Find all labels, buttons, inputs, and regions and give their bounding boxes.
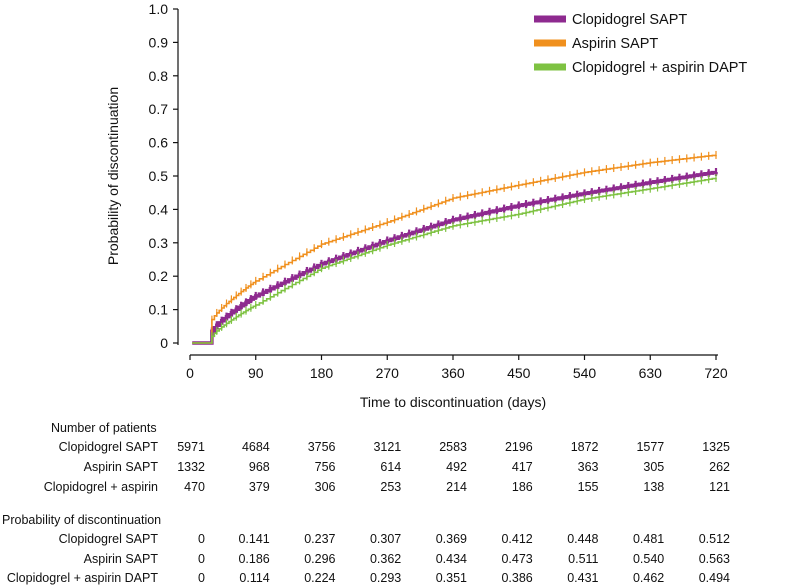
probability-cell: 0.448 <box>567 532 599 546</box>
patients-cell: 492 <box>446 460 467 474</box>
patients-cell: 306 <box>314 480 336 494</box>
y-tick-label: 0.5 <box>149 168 169 184</box>
patients-cell: 363 <box>577 460 599 474</box>
probability-cell: 0.386 <box>501 571 533 585</box>
probability-cell: 0.351 <box>435 571 467 585</box>
legend-label-3: Clopidogrel + aspirin DAPT <box>572 60 747 76</box>
x-tick-label: 0 <box>186 365 194 381</box>
patients-row-label: Aspirin SAPT <box>83 460 158 474</box>
x-tick-label: 360 <box>441 365 465 381</box>
patients-cell: 3121 <box>373 440 402 454</box>
y-tick-label: 0.7 <box>149 101 169 117</box>
patients-cell: 253 <box>380 480 402 494</box>
probability-cell: 0.540 <box>632 551 665 566</box>
patients-cell: 417 <box>511 460 533 474</box>
patients-cell: 305 <box>643 460 665 474</box>
patients-cell: 155 <box>577 480 599 494</box>
x-tick-label: 720 <box>704 365 728 381</box>
patients-cell: 968 <box>248 460 270 474</box>
probability-cell: 0.307 <box>369 532 402 546</box>
probability-cell: 0.369 <box>435 532 467 546</box>
probability-cell: 0.237 <box>304 532 336 546</box>
y-tick-label: 0.9 <box>149 34 169 50</box>
probability-cell: 0.512 <box>698 532 730 546</box>
probability-row-label: Clopidogrel SAPT <box>58 532 158 546</box>
x-tick-label: 270 <box>376 365 400 381</box>
probability-cell: 0.481 <box>632 532 665 546</box>
patients-cell: 214 <box>446 480 467 494</box>
patients-cell: 262 <box>709 460 730 474</box>
probability-cell: 0.462 <box>632 571 665 585</box>
x-tick-label: 540 <box>573 365 597 381</box>
censor-marks-1 <box>210 167 718 336</box>
probability-cell: 0.114 <box>239 571 270 585</box>
legend: Clopidogrel SAPT Aspirin SAPT Clopidogrel … <box>534 12 747 76</box>
x-tick-label: 90 <box>248 365 264 381</box>
patients-cell: 186 <box>511 480 533 494</box>
y-axis-label: Probability of discontinuation <box>105 87 121 265</box>
x-tick-label: 180 <box>310 365 334 381</box>
patients-cell: 5971 <box>177 440 205 454</box>
axes <box>177 9 718 356</box>
y-tick-label: 1.0 <box>149 1 169 17</box>
y-ticks: 0 0.1 0.2 0.3 0.4 0.5 0.6 0.7 0.8 0.9 1.0 <box>149 1 178 351</box>
y-tick-label: 0.1 <box>149 302 169 318</box>
patients-cell: 121 <box>709 480 730 494</box>
km-chart: 0 0.1 0.2 0.3 0.4 0.5 0.6 0.7 0.8 0.9 1.0 0 90 180 27… <box>105 1 747 410</box>
series-group <box>192 150 718 345</box>
patients-cell: 470 <box>184 480 205 494</box>
patients-cell: 3756 <box>307 440 336 454</box>
y-tick-label: 0.3 <box>149 235 169 251</box>
patients-cell: 2583 <box>439 440 467 454</box>
x-tick-label: 630 <box>639 365 663 381</box>
probability-cell: 0.293 <box>369 571 402 585</box>
probability-cell: 0.186 <box>238 551 270 566</box>
y-tick-label: 0.4 <box>149 201 169 217</box>
y-tick-label: 0.8 <box>149 68 169 84</box>
probability-cell: 0.473 <box>501 551 533 566</box>
patients-cell: 379 <box>248 480 270 494</box>
probability-cell: 0.431 <box>567 571 599 585</box>
probability-cell: 0.362 <box>369 551 402 566</box>
y-tick-label: 0.6 <box>149 135 169 151</box>
probability-row-label: Clopidogrel + aspirin DAPT <box>6 571 158 585</box>
patients-cell: 1577 <box>636 440 665 454</box>
legend-label-1: Clopidogrel SAPT <box>572 12 687 28</box>
x-axis-label: Time to discontinuation (days) <box>360 394 546 410</box>
probability-cell: 0 <box>198 551 205 566</box>
probability-row-label: Aspirin SAPT <box>83 551 158 566</box>
probability-cell: 0.141 <box>238 532 270 546</box>
patients-row-label: Clopidogrel + aspirin <box>43 480 158 494</box>
probability-cell: 0.494 <box>698 571 730 585</box>
probability-cell: 0.296 <box>304 551 336 566</box>
y-tick-label: 0 <box>160 335 168 351</box>
series-line-3 <box>192 177 717 344</box>
patients-cell: 614 <box>380 460 402 474</box>
legend-label-2: Aspirin SAPT <box>572 36 658 52</box>
patients-cell: 756 <box>314 460 336 474</box>
probability-cell: 0 <box>198 532 205 546</box>
probability-table-title: Probability of discontinuation <box>2 513 162 527</box>
patients-cell: 4684 <box>241 440 270 454</box>
patients-cell: 1325 <box>702 440 730 454</box>
censor-marks-3 <box>211 174 717 341</box>
patients-cell: 1332 <box>177 460 205 474</box>
probability-cell: 0.224 <box>304 571 336 585</box>
patients-cell: 138 <box>643 480 665 494</box>
probability-cell: 0.412 <box>501 532 533 546</box>
censor-marks-2 <box>211 150 717 324</box>
patients-cell: 2196 <box>504 440 533 454</box>
patients-table-title: Number of patients <box>51 421 157 435</box>
y-tick-label: 0.2 <box>149 268 169 284</box>
probability-cell: 0.511 <box>568 551 599 566</box>
x-tick-label: 450 <box>507 365 531 381</box>
probability-cell: 0.563 <box>698 551 730 566</box>
probability-cell: 0.434 <box>435 551 467 566</box>
probability-cell: 0 <box>198 571 205 585</box>
patients-cell: 1872 <box>570 440 599 454</box>
x-ticks: 0 90 180 270 360 450 540 630 720 <box>186 355 728 381</box>
patients-row-label: Clopidogrel SAPT <box>58 440 158 454</box>
